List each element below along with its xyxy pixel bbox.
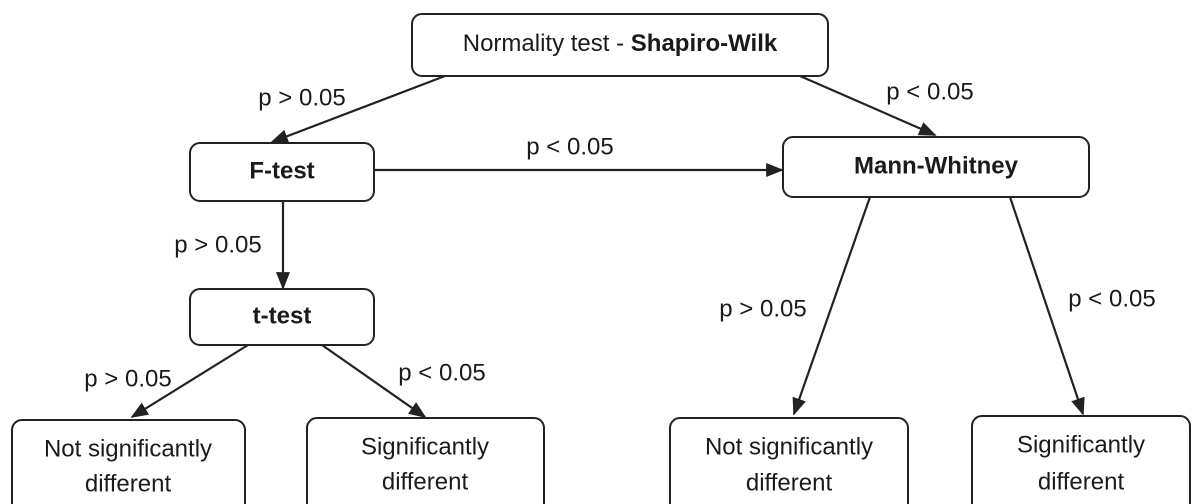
node-label: Significantly xyxy=(1017,431,1145,458)
node-box xyxy=(782,136,1090,198)
node-label: F-test xyxy=(249,157,314,184)
node-label: different xyxy=(1038,468,1125,495)
node-box xyxy=(189,288,375,346)
node-label: Normality test - Shapiro-Wilk xyxy=(463,30,778,57)
arrow xyxy=(321,344,427,419)
node-label: different xyxy=(746,469,833,496)
node-label: different xyxy=(85,470,172,497)
edge-label: p > 0.05 xyxy=(174,231,261,258)
node-box xyxy=(189,142,375,202)
edge-label: p < 0.05 xyxy=(1068,285,1155,312)
node-box xyxy=(11,419,246,504)
node-label: Significantly xyxy=(361,433,489,460)
edge-label: p < 0.05 xyxy=(526,133,613,160)
arrow xyxy=(1008,196,1085,416)
node-label: Not significantly xyxy=(44,435,212,462)
edge-label: p < 0.05 xyxy=(886,78,973,105)
arrow xyxy=(799,74,937,137)
edge-label: p > 0.05 xyxy=(258,84,345,111)
edge-label: p > 0.05 xyxy=(84,365,171,392)
node-box xyxy=(411,13,829,77)
arrow xyxy=(130,344,249,418)
node-box xyxy=(306,417,545,504)
node-box xyxy=(971,415,1191,504)
edge-label: p > 0.05 xyxy=(719,295,806,322)
node-label-part: Normality test - xyxy=(463,30,631,57)
arrow xyxy=(792,196,872,416)
arrow xyxy=(270,74,446,144)
node-label: Not significantly xyxy=(705,433,873,460)
edge-label: p < 0.05 xyxy=(398,359,485,386)
node-label: Mann-Whitney xyxy=(854,152,1019,179)
node-label: t-test xyxy=(253,302,312,329)
node-label: different xyxy=(382,468,469,495)
node-label-emphasis: Shapiro-Wilk xyxy=(631,30,778,57)
node-box xyxy=(669,417,909,504)
